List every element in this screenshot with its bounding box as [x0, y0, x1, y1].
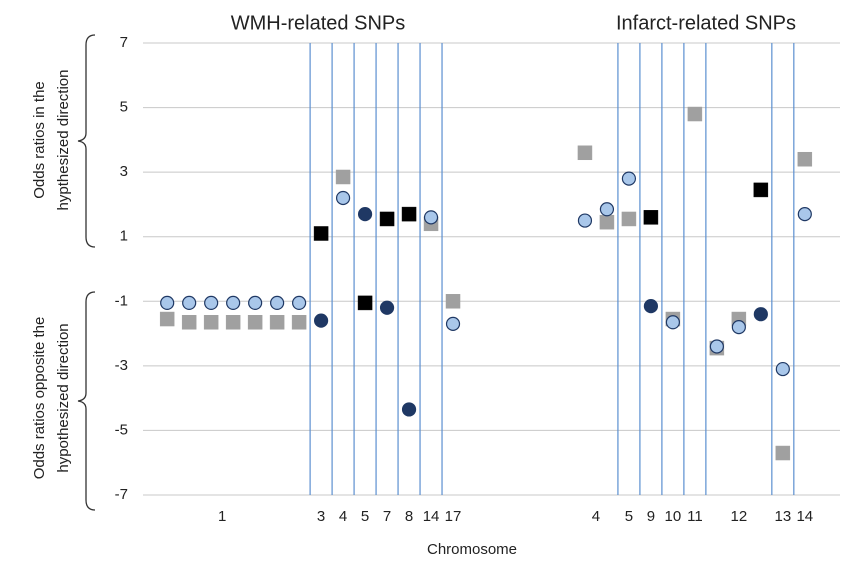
- y-label-line: Odds ratios in the: [31, 81, 48, 199]
- circle-marker: [709, 339, 724, 354]
- y-tick-label: -5: [115, 421, 128, 438]
- x-tick-label: 4: [339, 508, 347, 525]
- y-tick-label: -7: [115, 486, 128, 503]
- chart-title: Infarct-related SNPs: [616, 12, 796, 34]
- circle-marker: [445, 316, 461, 331]
- y-label-top: Odds ratios in the hypthesized direction: [31, 70, 72, 211]
- circle-marker: [577, 213, 593, 228]
- x-tick-label: 17: [445, 508, 462, 525]
- square-marker: [379, 211, 395, 227]
- y-label-line: hypothesized direction: [55, 323, 72, 472]
- circle-marker: [401, 402, 417, 417]
- square-marker: [599, 214, 615, 230]
- circle-marker: [665, 315, 680, 330]
- square-marker: [775, 445, 791, 461]
- square-marker: [643, 210, 659, 225]
- square-marker: [335, 169, 351, 185]
- circle-marker: [335, 190, 351, 206]
- square-marker: [577, 145, 593, 161]
- x-tick-label: 12: [731, 508, 748, 525]
- square-marker: [181, 315, 197, 330]
- x-tick-label: 1: [218, 508, 226, 525]
- y-tick-label: 3: [120, 163, 128, 180]
- circle-marker: [182, 295, 197, 310]
- x-tick-label: 3: [317, 508, 325, 525]
- circle-marker: [731, 320, 746, 335]
- circle-marker: [599, 202, 615, 217]
- square-marker: [203, 315, 219, 330]
- x-tick-label: 10: [665, 508, 682, 525]
- circle-marker: [643, 299, 659, 314]
- circle-marker: [313, 313, 329, 328]
- square-marker: [445, 294, 461, 309]
- square-marker: [687, 106, 703, 122]
- y-tick-label: 7: [120, 34, 128, 51]
- circle-marker: [797, 207, 812, 222]
- circle-marker: [204, 295, 219, 310]
- y-tick-label: -3: [115, 357, 128, 374]
- x-tick-label: 13: [774, 508, 791, 525]
- x-tick-label: 7: [383, 508, 391, 525]
- square-marker: [753, 182, 769, 198]
- square-marker: [357, 295, 373, 311]
- circle-marker: [357, 207, 373, 222]
- x-tick-label: 14: [796, 508, 813, 525]
- x-tick-label: 11: [687, 508, 703, 525]
- circle-marker: [160, 295, 175, 310]
- x-tick-label: 5: [625, 508, 633, 525]
- y-label-line: hypthesized direction: [55, 70, 72, 211]
- circle-marker: [226, 295, 241, 310]
- y-tick-label: -1: [115, 292, 128, 309]
- chart-title: WMH-related SNPs: [231, 12, 405, 34]
- circle-marker: [621, 171, 637, 186]
- square-marker: [269, 315, 285, 330]
- brace: [77, 34, 96, 248]
- y-tick-label: 5: [120, 99, 128, 116]
- square-marker: [225, 315, 241, 330]
- y-label-bottom: Odds ratios opposite the hypothesized di…: [31, 317, 72, 480]
- x-tick-label: 5: [361, 508, 369, 525]
- circle-marker: [292, 295, 307, 310]
- circle-marker: [379, 300, 395, 315]
- square-marker: [159, 311, 175, 327]
- y-tick-label: 1: [120, 228, 128, 245]
- circle-marker: [753, 307, 768, 322]
- square-marker: [247, 315, 263, 330]
- circle-marker: [775, 361, 790, 377]
- square-marker: [401, 206, 417, 222]
- square-marker: [797, 151, 813, 167]
- square-marker: [291, 315, 307, 330]
- square-marker: [313, 226, 329, 241]
- circle-marker: [270, 295, 285, 310]
- x-axis-label: Chromosome: [427, 541, 517, 558]
- x-tick-label: 8: [405, 508, 413, 525]
- x-tick-label: 14: [423, 508, 440, 525]
- x-tick-label: 4: [592, 508, 600, 525]
- brace: [77, 291, 96, 511]
- y-label-line: Odds ratios opposite the: [31, 317, 48, 480]
- square-marker: [621, 211, 637, 227]
- circle-marker: [423, 210, 439, 225]
- x-tick-label: 9: [647, 508, 655, 525]
- circle-marker: [248, 295, 263, 310]
